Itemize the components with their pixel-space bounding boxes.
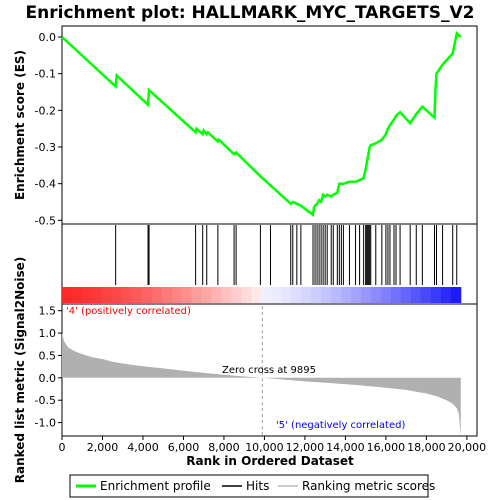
x-tick-label: 20,000 — [448, 441, 487, 454]
x-tick-label: 18,000 — [407, 441, 446, 454]
color-bar-segment — [301, 287, 312, 303]
color-bar-segment — [351, 287, 362, 303]
metric-tick-label: 1.0 — [39, 327, 57, 340]
color-bar-segment — [91, 287, 103, 303]
x-tick-label: 12,000 — [286, 441, 325, 454]
color-bar-segment — [281, 287, 292, 303]
color-bar-segment — [430, 287, 442, 303]
color-bar-segment — [341, 287, 352, 303]
color-bar-segment — [391, 287, 402, 303]
legend-box — [69, 474, 429, 498]
color-bar-segment — [261, 287, 272, 303]
color-bar-segment — [161, 287, 173, 303]
metric-tick-label: 0.0 — [39, 372, 57, 385]
color-bar-segment — [271, 287, 282, 303]
enrichment-profile-line — [61, 30, 462, 218]
color-bar-segment — [221, 287, 232, 303]
color-bar-segment — [181, 287, 193, 303]
color-bar-segment — [151, 287, 163, 303]
color-bar-segment — [291, 287, 302, 303]
positive-correlation-label: '4' (positively correlated) — [66, 306, 191, 317]
legend-hits-label: Hits — [246, 479, 269, 493]
color-bar-segment — [440, 287, 452, 303]
legend-metric-label: Ranking metric scores — [302, 479, 435, 493]
color-bar-segment — [141, 287, 153, 303]
color-bar-segment — [420, 287, 432, 303]
chart-title: Enrichment plot: HALLMARK_MYC_TARGETS_V2 — [26, 3, 475, 23]
color-bar-segment — [410, 287, 422, 303]
x-axis-ticks: 0 2,000 4,000 6,000 8,000 10,000 12,000 14,000 1… — [59, 436, 487, 454]
x-tick-label: 0 — [59, 441, 66, 454]
color-bar-segment — [171, 287, 183, 303]
hits-markers — [115, 225, 458, 285]
metric-tick-label: -0.5 — [35, 394, 56, 407]
metric-tick-label: 0.5 — [39, 349, 57, 362]
color-bar-segment — [241, 287, 252, 303]
es-tick-label: -0.3 — [35, 141, 56, 154]
es-tick-label: -0.4 — [35, 178, 56, 191]
color-bar-segment — [191, 287, 203, 303]
color-bar-segment — [131, 287, 143, 303]
x-tick-label: 2,000 — [87, 441, 119, 454]
color-bar-segment — [211, 287, 223, 303]
color-bar-segment — [371, 287, 382, 303]
x-tick-label: 8,000 — [208, 441, 240, 454]
metric-y-axis-label: Ranked list metric (Signal2Noise) — [13, 257, 27, 484]
color-bar-segment — [111, 287, 123, 303]
x-tick-label: 16,000 — [367, 441, 406, 454]
color-bar-segment — [121, 287, 133, 303]
es-axis-ticks: 0.0 -0.1 -0.2 -0.3 -0.4 -0.5 — [35, 31, 62, 227]
color-bar-segment — [201, 287, 213, 303]
es-tick-label: -0.1 — [35, 68, 56, 81]
color-bar-segment — [331, 287, 342, 303]
color-bar-segment — [81, 287, 93, 303]
es-y-axis-label: Enrichment score (ES) — [13, 50, 27, 200]
x-axis-label: Rank in Ordered Dataset — [186, 454, 354, 468]
es-panel-frame — [61, 25, 478, 225]
ranking-metric-area — [62, 333, 461, 436]
rank-color-bar — [62, 287, 462, 303]
metric-axis-ticks: 1.5 1.0 0.5 0.0 -0.5 -1.0 — [35, 305, 62, 430]
metric-tick-label: 1.5 — [39, 305, 57, 318]
metric-tick-label: -1.0 — [35, 417, 56, 430]
negative-correlation-label: '5' (negatively correlated) — [276, 420, 405, 431]
color-bar-segment — [251, 287, 262, 303]
zero-cross-label: Zero cross at 9895 — [222, 365, 316, 376]
color-bar-segment — [62, 287, 73, 303]
color-bar-segment — [321, 287, 332, 303]
x-tick-label: 14,000 — [326, 441, 365, 454]
color-bar-segment — [311, 287, 322, 303]
legend-enrichment-label: Enrichment profile — [100, 479, 211, 493]
es-tick-label: -0.2 — [35, 104, 56, 117]
es-tick-label: 0.0 — [39, 31, 57, 44]
color-bar-segment — [361, 287, 372, 303]
es-tick-label: -0.5 — [35, 214, 56, 227]
color-bar-segment — [381, 287, 392, 303]
color-bar-segment — [450, 287, 462, 303]
color-bar-segment — [400, 287, 412, 303]
color-bar-segment — [71, 287, 83, 303]
x-tick-label: 4,000 — [127, 441, 159, 454]
color-bar-segment — [101, 287, 113, 303]
color-bar-segment — [231, 287, 242, 303]
x-tick-label: 6,000 — [168, 441, 200, 454]
x-tick-label: 10,000 — [245, 441, 284, 454]
